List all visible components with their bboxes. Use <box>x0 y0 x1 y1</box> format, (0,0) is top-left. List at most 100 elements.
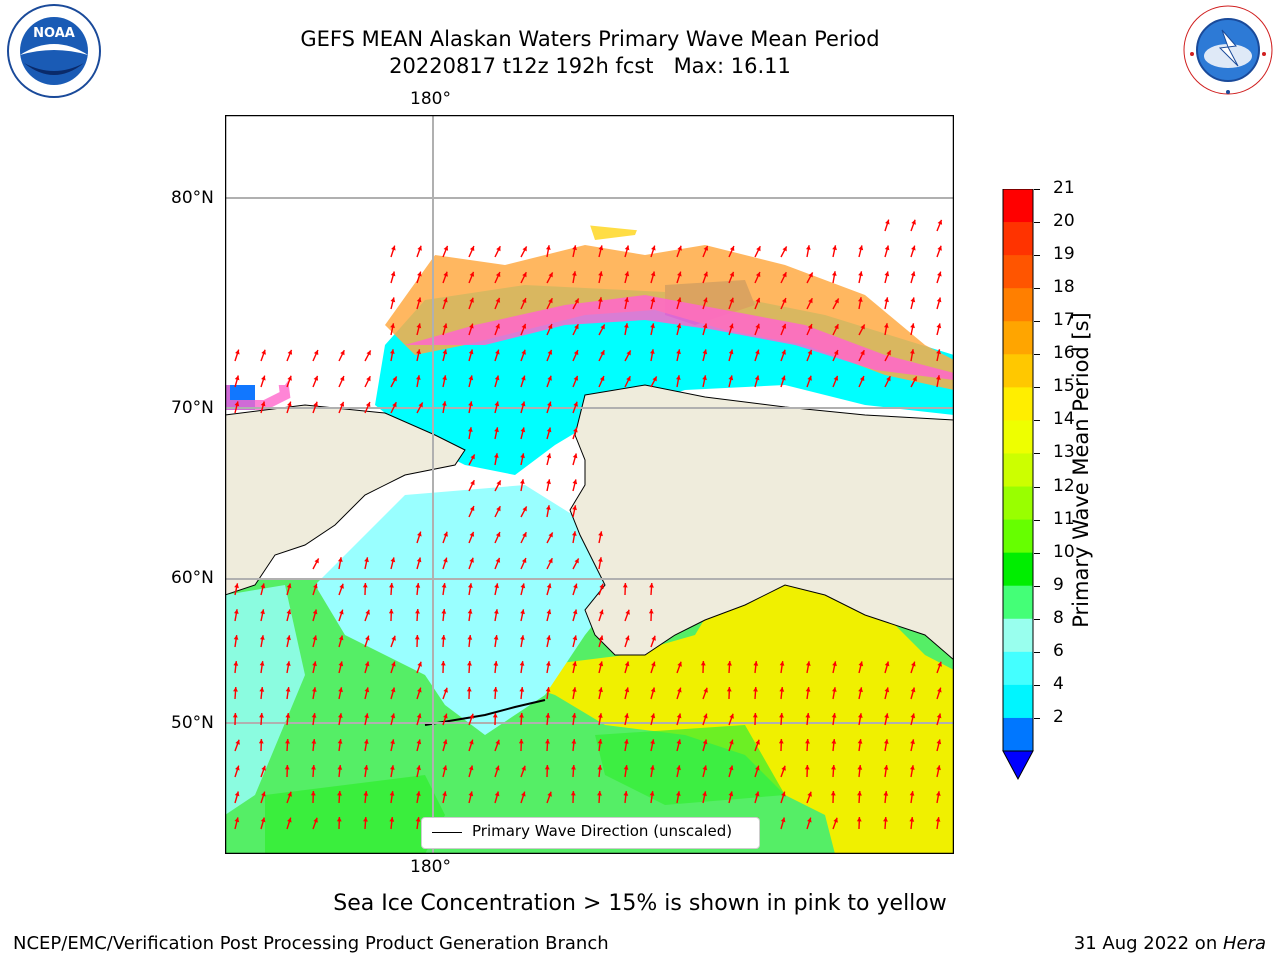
wave-arrow-head <box>598 557 603 562</box>
wave-arrow-head <box>469 713 474 719</box>
colorbar-band <box>1003 651 1033 686</box>
colorbar-band <box>1003 519 1033 554</box>
wave-arrow-head <box>676 375 681 380</box>
wave-arrow-head <box>808 272 813 278</box>
wave-arrow-head <box>338 635 344 641</box>
wave-arrow-head <box>366 376 371 382</box>
wave-period-map <box>224 114 955 855</box>
wave-arrow-head <box>781 765 786 771</box>
wave-arrow-head <box>261 791 266 797</box>
wave-arrow-head <box>753 687 758 692</box>
wave-arrow-head <box>677 245 682 251</box>
wave-arrow-head <box>677 271 682 277</box>
wave-arrow-head <box>703 687 708 693</box>
wave-arrow-head <box>648 609 654 614</box>
wave-arrow-head <box>624 271 630 277</box>
wave-arrow-head <box>442 791 447 797</box>
wave-arrow-head <box>547 349 553 355</box>
wave-arrow-head <box>755 739 760 745</box>
wave-arrow-head <box>937 245 942 251</box>
wave-arrow-head <box>442 349 448 355</box>
wave-arrow-head <box>469 271 475 277</box>
wave-arrow-head <box>546 609 552 615</box>
wave-arrow-head <box>886 376 891 382</box>
wave-arrow-head <box>390 323 395 329</box>
wave-arrow-head <box>727 661 732 666</box>
wave-arrow-head <box>259 713 264 718</box>
wave-arrow-head <box>831 713 837 718</box>
wave-arrow-head <box>702 375 707 381</box>
wave-arrow-head <box>522 272 527 278</box>
wave-arrow-head <box>366 350 371 356</box>
wave-arrow-head <box>728 791 734 797</box>
wave-arrow-head <box>285 739 290 744</box>
wave-arrow-head <box>650 687 656 693</box>
wave-arrow-head <box>519 661 525 666</box>
wave-arrow-head <box>859 376 865 381</box>
colorbar-band <box>1003 453 1033 488</box>
wave-arrow-head <box>339 583 344 589</box>
legend-text: Primary Wave Direction (unscaled) <box>472 822 733 840</box>
wave-arrow-head <box>260 401 266 407</box>
wave-arrow-head <box>598 271 603 277</box>
wave-arrow-head <box>782 246 787 252</box>
wave-arrow-head <box>390 271 396 277</box>
wave-arrow-head <box>756 246 761 252</box>
wave-arrow-head <box>441 583 447 588</box>
wave-arrow-head <box>570 791 576 796</box>
wave-arrow-head <box>703 271 708 277</box>
colorbar-band <box>1003 354 1033 388</box>
wave-arrow-head <box>313 817 318 823</box>
wave-arrow-head <box>650 297 656 303</box>
wave-arrow-head <box>782 272 787 278</box>
wave-arrow-head <box>284 765 290 770</box>
wave-arrow-head <box>806 661 811 666</box>
colorbar-tick-mark <box>1034 222 1040 224</box>
wave-arrow-head <box>417 661 422 667</box>
wave-arrow-head <box>389 583 394 588</box>
colorbar-tick-label: 8 <box>1053 607 1064 628</box>
wave-arrow-head <box>909 817 915 822</box>
wave-arrow-head <box>311 765 316 770</box>
wave-arrow-head <box>626 350 631 356</box>
wave-arrow-head <box>834 298 839 304</box>
wave-arrow-head <box>338 687 343 693</box>
wave-arrow-head <box>573 375 579 381</box>
wave-arrow-head <box>754 791 760 797</box>
wave-arrow-head <box>598 713 603 718</box>
wave-arrow-head <box>831 765 836 770</box>
wave-arrow-head <box>494 583 499 589</box>
wave-arrow-head <box>493 635 499 640</box>
lat-label-70: 70°N <box>171 398 214 418</box>
wave-arrow-head <box>729 246 735 251</box>
wave-arrow-head <box>495 557 501 563</box>
wave-arrow-head <box>624 245 630 251</box>
wave-arrow-head <box>363 765 369 770</box>
wave-arrow-head <box>234 401 240 407</box>
colorbar-tick-label: 13 <box>1053 442 1075 463</box>
wave-arrow-head <box>233 687 238 692</box>
wave-arrow-head <box>547 791 552 797</box>
wave-arrow-head <box>233 635 239 640</box>
wave-arrow-head <box>287 375 292 381</box>
wave-arrow-head <box>496 480 501 486</box>
wave-arrow-head <box>521 558 527 563</box>
colorbar-tick-label: 12 <box>1053 475 1075 496</box>
wave-arrow-head <box>520 583 526 589</box>
wave-arrow-head <box>804 765 810 770</box>
colorbar-tick-label: 6 <box>1053 640 1064 661</box>
wave-arrow-head <box>415 817 421 822</box>
wave-arrow-head <box>311 713 317 718</box>
wave-arrow-head <box>883 791 889 796</box>
wave-arrow-head <box>392 402 397 408</box>
wave-arrow-head <box>702 765 708 771</box>
wave-arrow-head <box>572 245 577 251</box>
wave-arrow-head <box>624 323 629 328</box>
colorbar-band <box>1003 387 1033 421</box>
wave-arrow-head <box>910 687 916 693</box>
colorbar-tick-mark <box>1034 618 1040 620</box>
colorbar-tick-label: 20 <box>1053 211 1075 232</box>
wave-arrow-head <box>494 453 499 458</box>
wave-arrow-head <box>726 687 732 692</box>
wave-arrow-head <box>416 557 422 563</box>
